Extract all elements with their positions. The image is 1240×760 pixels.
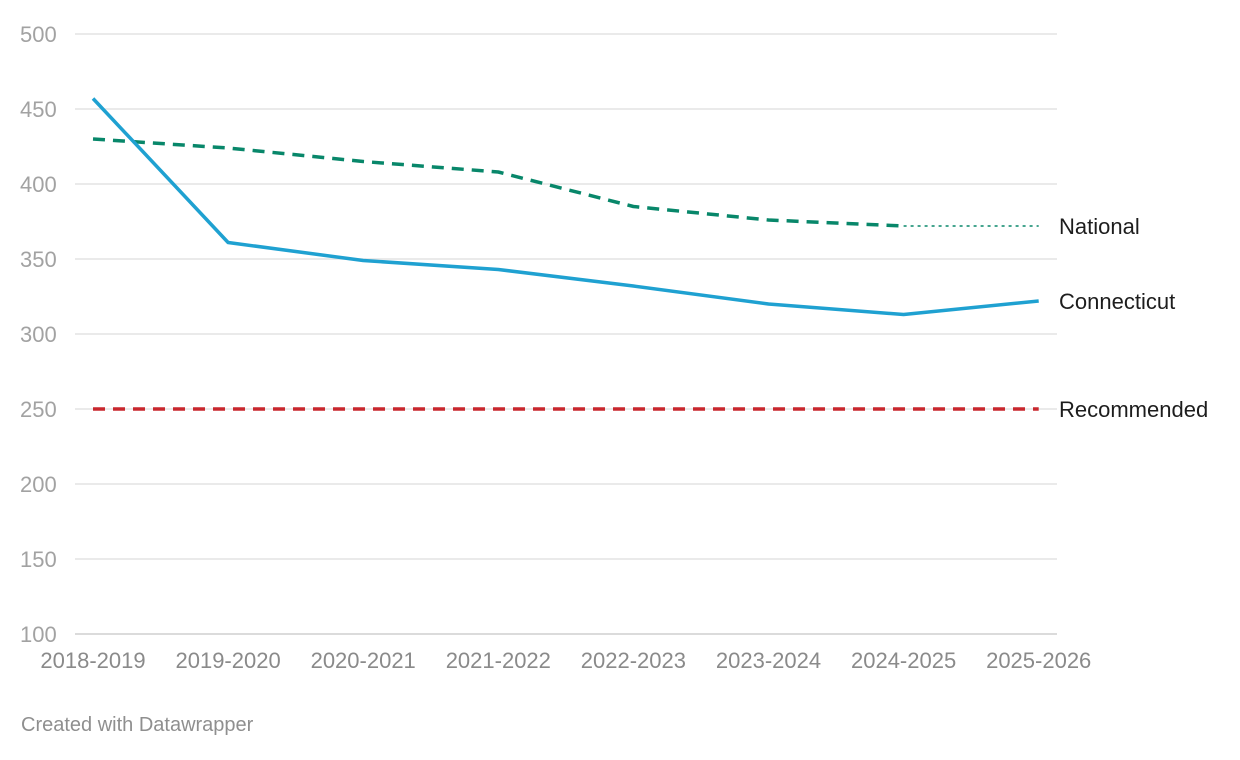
datawrapper-credit: Created with Datawrapper — [21, 714, 254, 736]
y-tick-label: 400 — [20, 172, 57, 197]
x-tick-label: 2020-2021 — [311, 648, 416, 673]
recommended-label: Recommended — [1059, 397, 1208, 422]
x-tick-label: 2019-2020 — [175, 648, 280, 673]
y-tick-label: 200 — [20, 472, 57, 497]
series-labels: National Connecticut Recommended — [1059, 214, 1208, 422]
y-tick-label: 300 — [20, 322, 57, 347]
gridlines — [75, 33, 1057, 635]
y-tick-label: 500 — [20, 22, 57, 47]
x-tick-label: 2023-2024 — [716, 648, 821, 673]
y-axis-ticks: 100 150 200 250 300 350 400 450 500 — [20, 22, 57, 647]
x-tick-label: 2018-2019 — [40, 648, 145, 673]
x-tick-label: 2021-2022 — [446, 648, 551, 673]
x-tick-label: 2025-2026 — [986, 648, 1091, 673]
y-tick-label: 100 — [20, 622, 57, 647]
series-lines — [91, 97, 1039, 411]
national-line — [92, 137, 904, 228]
y-tick-label: 350 — [20, 247, 57, 272]
connecticut-label: Connecticut — [1059, 289, 1175, 314]
x-tick-label: 2022-2023 — [581, 648, 686, 673]
x-tick-label: 2024-2025 — [851, 648, 956, 673]
x-axis-ticks: 2018-2019 2019-2020 2020-2021 2021-2022 2022… — [40, 648, 1091, 673]
national-label: National — [1059, 214, 1140, 239]
y-tick-label: 250 — [20, 397, 57, 422]
connecticut-line — [91, 97, 1039, 317]
y-tick-label: 450 — [20, 97, 57, 122]
y-tick-label: 150 — [20, 547, 57, 572]
